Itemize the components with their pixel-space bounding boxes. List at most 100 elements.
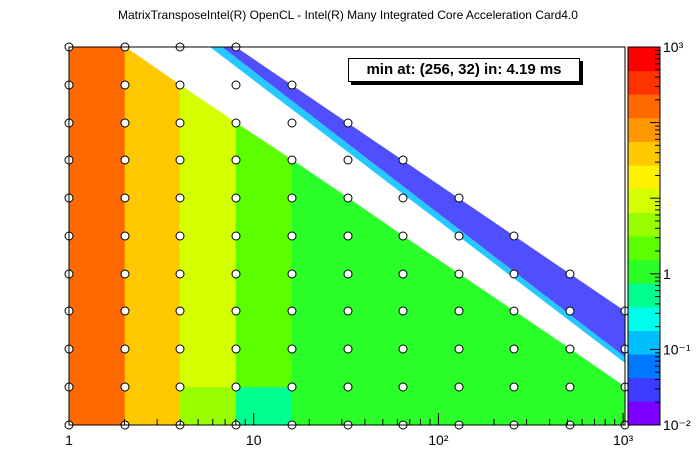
heatmap-cell	[291, 310, 349, 350]
sample-point	[398, 155, 408, 165]
heatmap-cell	[124, 197, 181, 237]
x-axis: 1 10 10² 10³	[65, 413, 634, 448]
sample-point	[509, 306, 519, 316]
heatmap-cells	[68, 46, 626, 426]
color-scale-step	[628, 236, 660, 261]
sample-point	[343, 269, 353, 279]
sample-point	[287, 306, 297, 316]
heatmap-cell	[68, 310, 126, 350]
color-scale-step	[628, 47, 660, 72]
sample-point	[231, 231, 241, 241]
sample-point	[343, 344, 353, 354]
heatmap-cell	[124, 310, 181, 350]
heatmap-cell	[68, 122, 126, 161]
sample-point	[231, 118, 241, 128]
heatmap-cell	[124, 84, 181, 124]
sample-point	[343, 231, 353, 241]
heatmap-cell	[569, 386, 626, 426]
sample-point	[231, 269, 241, 279]
heatmap-cell	[347, 197, 404, 237]
color-scale-step	[628, 401, 660, 426]
heatmap-cell	[68, 235, 126, 275]
heatmap-cell	[347, 386, 404, 426]
sample-point	[565, 306, 575, 316]
heatmap-cell	[124, 235, 181, 275]
heatmap-cell	[68, 386, 126, 426]
heatmap-cell	[179, 159, 237, 199]
sample-point	[454, 382, 464, 392]
heatmap-cell	[179, 197, 237, 237]
color-scale-label: 1	[663, 266, 671, 282]
heatmap-cell	[291, 348, 349, 388]
heatmap-cell	[291, 235, 349, 275]
heatmap-cell	[235, 310, 293, 350]
sample-point	[343, 193, 353, 203]
heatmap-cell	[179, 348, 237, 388]
x-tick-label: 10²	[428, 432, 449, 448]
heatmap-cell	[347, 273, 404, 312]
heatmap-cell	[291, 273, 349, 312]
sample-point	[454, 306, 464, 316]
sample-point	[509, 231, 519, 241]
sample-point	[175, 269, 185, 279]
heatmap-cell	[68, 197, 126, 237]
heatmap-cell	[179, 310, 237, 350]
sample-point	[175, 382, 185, 392]
color-scale-step	[628, 354, 660, 379]
heatmap-cell	[68, 159, 126, 199]
sample-point	[175, 306, 185, 316]
color-scale-step	[628, 259, 660, 284]
sample-point	[343, 118, 353, 128]
sample-point	[287, 80, 297, 90]
heatmap-cell	[513, 348, 571, 388]
sample-point	[175, 80, 185, 90]
sample-point	[231, 80, 241, 90]
sample-point	[231, 155, 241, 165]
plot-frame	[68, 46, 626, 426]
edge-gradient-band	[210, 47, 625, 363]
heatmap-cell	[458, 273, 515, 312]
sample-point	[509, 382, 519, 392]
heatmap-cell	[291, 386, 349, 426]
color-scale-step	[628, 70, 660, 95]
color-scale-step	[628, 94, 660, 119]
sample-point	[287, 382, 297, 392]
minimum-annotation: min at: (256, 32) in: 4.19 ms	[348, 58, 580, 82]
color-scale-step	[628, 330, 660, 355]
color-scale-label: 10³	[663, 39, 684, 55]
sample-point	[231, 193, 241, 203]
sample-point	[343, 155, 353, 165]
heatmap-cell	[68, 348, 126, 388]
color-scale-step	[628, 141, 660, 166]
sample-point	[454, 193, 464, 203]
sample-point	[398, 344, 408, 354]
heatmap-cell	[402, 348, 460, 388]
sample-point	[454, 269, 464, 279]
sample-point	[454, 231, 464, 241]
heatmap-cell	[179, 386, 237, 426]
sample-point	[565, 269, 575, 279]
heatmap-cell	[235, 235, 293, 275]
heatmap-cell	[235, 273, 293, 312]
sample-point	[509, 269, 519, 279]
x-tick-label: 10	[246, 432, 262, 448]
sample-point	[120, 155, 130, 165]
heatmap-cell	[347, 310, 404, 350]
sample-point	[398, 193, 408, 203]
sample-point	[120, 193, 130, 203]
heatmap-cell	[68, 84, 126, 124]
sample-point	[175, 231, 185, 241]
sample-point	[287, 155, 297, 165]
heatmap-cell	[347, 348, 404, 388]
heatmap-cell	[513, 386, 571, 426]
color-scale-step	[628, 188, 660, 213]
color-scale-step	[628, 165, 660, 190]
sample-point	[398, 231, 408, 241]
sample-point	[287, 231, 297, 241]
heatmap-cell	[347, 235, 404, 275]
heatmap-cell	[402, 386, 460, 426]
heatmap-cell	[458, 348, 515, 388]
sample-point	[398, 306, 408, 316]
heatmap-cell	[124, 122, 181, 161]
